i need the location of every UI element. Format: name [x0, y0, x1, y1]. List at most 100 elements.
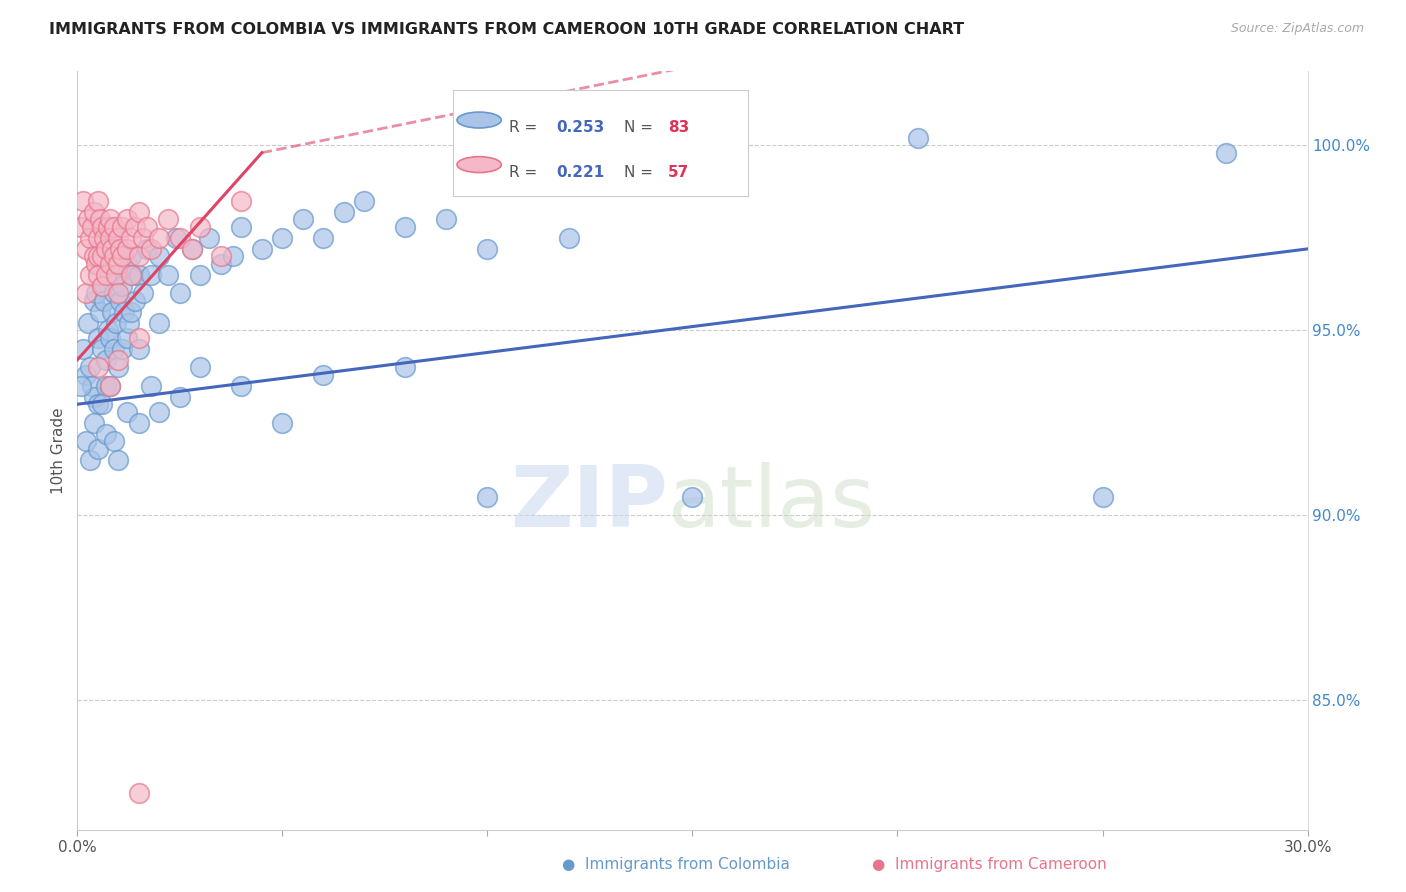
Point — [90, 278, 114, 293]
Point — [83, 293, 105, 308]
Point — [312, 231, 335, 245]
Point — [120, 268, 142, 282]
Point — [87, 397, 110, 411]
Point — [1091, 490, 1114, 504]
Point — [115, 242, 138, 256]
Point — [80, 219, 103, 234]
Point — [89, 305, 111, 319]
Point — [97, 219, 120, 234]
Text: Source: ZipAtlas.com: Source: ZipAtlas.com — [1230, 22, 1364, 36]
Point — [124, 293, 146, 308]
Point — [103, 286, 125, 301]
Point — [111, 219, 134, 234]
Point — [128, 268, 150, 282]
Point — [148, 249, 170, 263]
Point — [98, 212, 121, 227]
Point — [105, 268, 128, 282]
Point — [76, 212, 98, 227]
Point — [79, 268, 101, 282]
Point — [103, 434, 125, 449]
Point — [209, 257, 232, 271]
Point — [250, 242, 273, 256]
Point — [90, 219, 114, 234]
Point — [117, 316, 139, 330]
Text: ZIP: ZIP — [510, 462, 668, 545]
Point — [148, 316, 170, 330]
Point — [128, 331, 150, 345]
Point — [477, 490, 499, 504]
Point — [94, 268, 117, 282]
Point — [128, 342, 150, 356]
Point — [107, 268, 129, 282]
Point — [128, 249, 150, 263]
Point — [98, 378, 121, 392]
Point — [97, 323, 120, 337]
Point — [111, 278, 134, 293]
Point — [79, 360, 101, 375]
Point — [98, 378, 121, 392]
Point — [209, 249, 232, 263]
Point — [75, 242, 97, 256]
Point — [477, 242, 499, 256]
Point — [107, 286, 129, 301]
Point — [87, 331, 110, 345]
Point — [197, 231, 219, 245]
Point — [84, 286, 107, 301]
Point — [90, 397, 114, 411]
Point — [105, 316, 128, 330]
Point — [682, 490, 704, 504]
Point — [94, 426, 117, 441]
Point — [107, 231, 129, 245]
Point — [128, 205, 150, 219]
Point — [111, 342, 134, 356]
Point — [75, 368, 97, 382]
Point — [84, 257, 107, 271]
Point — [115, 212, 138, 227]
Point — [132, 231, 155, 245]
Point — [70, 219, 93, 234]
Point — [87, 360, 110, 375]
Point — [148, 404, 170, 418]
Point — [222, 249, 245, 263]
Point — [120, 305, 142, 319]
Point — [907, 131, 929, 145]
Point — [70, 378, 93, 392]
Point — [76, 316, 98, 330]
Point — [181, 242, 204, 256]
Point — [90, 342, 114, 356]
Point — [83, 390, 105, 404]
Point — [103, 219, 125, 234]
Point — [231, 219, 253, 234]
Point — [101, 242, 124, 256]
Point — [231, 194, 253, 208]
Point — [90, 278, 114, 293]
Point — [87, 268, 110, 282]
Point — [124, 219, 146, 234]
Point — [72, 342, 94, 356]
Point — [107, 257, 129, 271]
Point — [98, 257, 121, 271]
Point — [394, 360, 416, 375]
Point — [312, 368, 335, 382]
Point — [75, 286, 97, 301]
Point — [98, 231, 121, 245]
Point — [121, 268, 143, 282]
Point — [83, 416, 105, 430]
Point — [120, 249, 142, 263]
Point — [72, 194, 94, 208]
Point — [107, 452, 129, 467]
Point — [89, 212, 111, 227]
Point — [87, 442, 110, 456]
Point — [110, 242, 132, 256]
Point — [141, 378, 163, 392]
Point — [80, 378, 103, 392]
Point — [333, 205, 356, 219]
Point — [83, 249, 105, 263]
Point — [128, 416, 150, 430]
Y-axis label: 10th Grade: 10th Grade — [51, 407, 66, 494]
Point — [291, 212, 314, 227]
Point — [114, 305, 136, 319]
Point — [115, 257, 138, 271]
Point — [141, 268, 163, 282]
Text: ●  Immigrants from Cameroon: ● Immigrants from Cameroon — [872, 857, 1107, 872]
